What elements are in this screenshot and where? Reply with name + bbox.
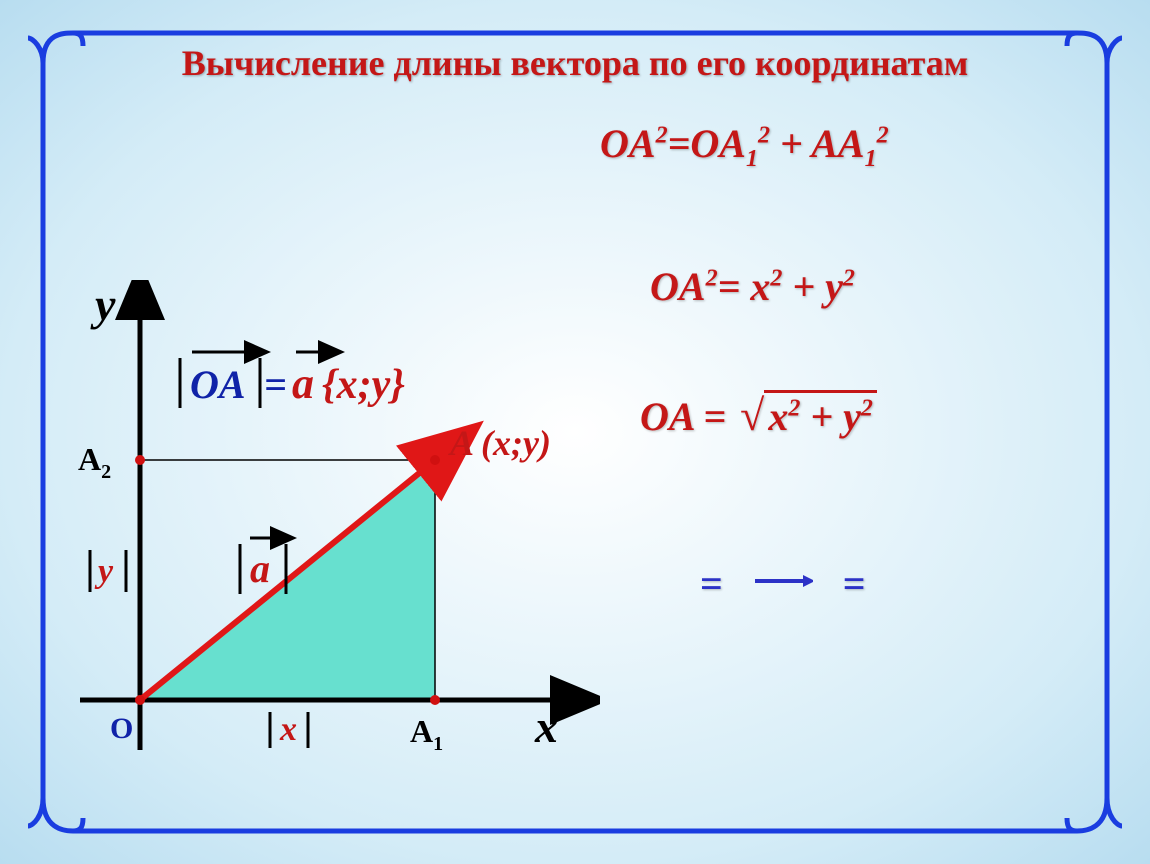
xy-braces: {x;y} [322, 362, 405, 408]
a2-label: A2 [78, 441, 111, 483]
f1-oa1: =OA [668, 121, 746, 166]
f2-oa: OA [650, 264, 706, 309]
x-axis-label: x [534, 701, 558, 752]
slide-title: Вычисление длины вектора по его координа… [0, 42, 1150, 84]
dot-a1 [430, 695, 440, 705]
coordinate-diagram: y x O A2 A1 A (x;y) x y a OA = a {x;y} [40, 280, 600, 800]
a1-label: A1 [410, 713, 443, 755]
f3-y: + y [800, 394, 861, 439]
formula-pythagoras: OA2=OA12 + AA12 [600, 120, 1120, 173]
bottom-equation: = = [700, 560, 866, 607]
point-a-label: A (x;y) [448, 423, 551, 463]
sqrt-sign: √ [740, 391, 764, 440]
eq-right: = [843, 561, 866, 606]
f2-y: + y [782, 264, 843, 309]
formula-xy: OA2= x2 + y2 [650, 263, 1120, 310]
dot-origin [135, 695, 145, 705]
oa-text: OA [190, 362, 246, 407]
f3-x: x [768, 394, 788, 439]
eq-left: = [700, 561, 723, 606]
dot-a2 [135, 455, 145, 465]
f3-oa: OA [640, 394, 693, 439]
formula-area: OA2=OA12 + AA12 OA2= x2 + y2 OA = √x2 + … [600, 120, 1120, 441]
vec-arrow-icon [753, 577, 813, 597]
f3-eq: = [693, 394, 726, 439]
vec-a-label: a [250, 546, 270, 591]
f1-oa: OA [600, 121, 656, 166]
formula-sqrt: OA = √x2 + y2 [640, 390, 1120, 441]
f2-x: = x [718, 264, 771, 309]
origin-label: O [110, 712, 133, 745]
dot-a [430, 455, 440, 465]
oa-equals-a: OA = a {x;y} [180, 352, 405, 408]
x-tick-label: x [279, 711, 297, 748]
oa-eq: = [264, 362, 287, 407]
f1-aa1: + AA [770, 121, 865, 166]
y-axis-label: y [90, 280, 116, 330]
a-xy-label: a [292, 359, 314, 408]
y-tick-label: y [94, 553, 114, 590]
